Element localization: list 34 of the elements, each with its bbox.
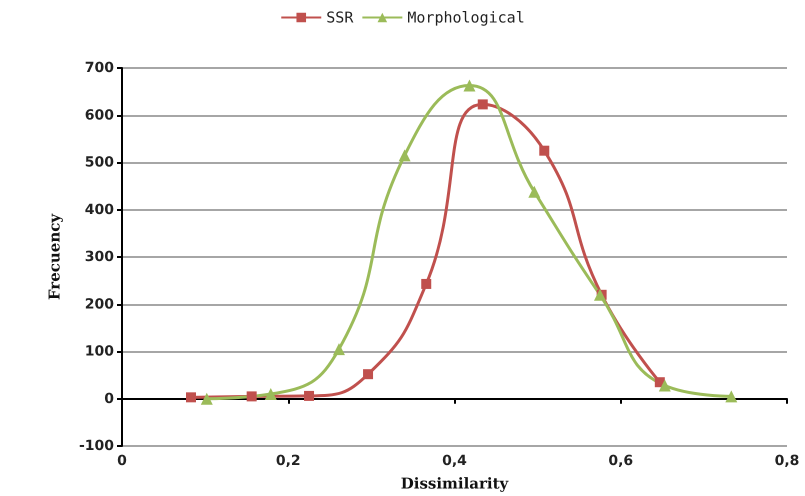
y-tick-label: 200 <box>84 296 114 312</box>
y-tick-label: 0 <box>104 390 114 407</box>
point <box>246 391 257 402</box>
point <box>332 343 345 356</box>
point <box>478 99 488 110</box>
y-tick-label: 500 <box>84 154 114 170</box>
y-tick-label: 300 <box>84 249 114 265</box>
point <box>421 278 432 289</box>
point <box>304 390 314 401</box>
legend-label: SSR <box>326 8 354 26</box>
y-axis-title: Frecuency <box>46 212 64 300</box>
legend-label: Morphological <box>407 8 525 26</box>
y-tick-label: 100 <box>84 344 114 360</box>
point <box>658 380 671 392</box>
point <box>398 149 411 162</box>
point <box>539 146 550 156</box>
x-tick-label: 0 <box>117 453 128 469</box>
y-tick-label: 400 <box>84 202 114 218</box>
point <box>725 390 738 402</box>
x-tick-label: 0,8 <box>774 453 800 469</box>
point <box>528 186 540 198</box>
point <box>463 79 476 92</box>
point <box>264 388 277 400</box>
point <box>186 392 196 402</box>
y-tick-label: 600 <box>84 107 114 124</box>
x-axis-title: Dissimilarity <box>400 474 510 492</box>
point <box>594 288 606 301</box>
point <box>363 369 374 380</box>
x-tick-label: 0,2 <box>276 453 301 469</box>
x-tick-label: 0,6 <box>608 453 634 469</box>
y-tick-label: -100 <box>78 438 114 454</box>
x-tick-label: 0,4 <box>442 453 468 469</box>
y-tick-label: 700 <box>84 60 114 76</box>
point <box>200 392 213 405</box>
